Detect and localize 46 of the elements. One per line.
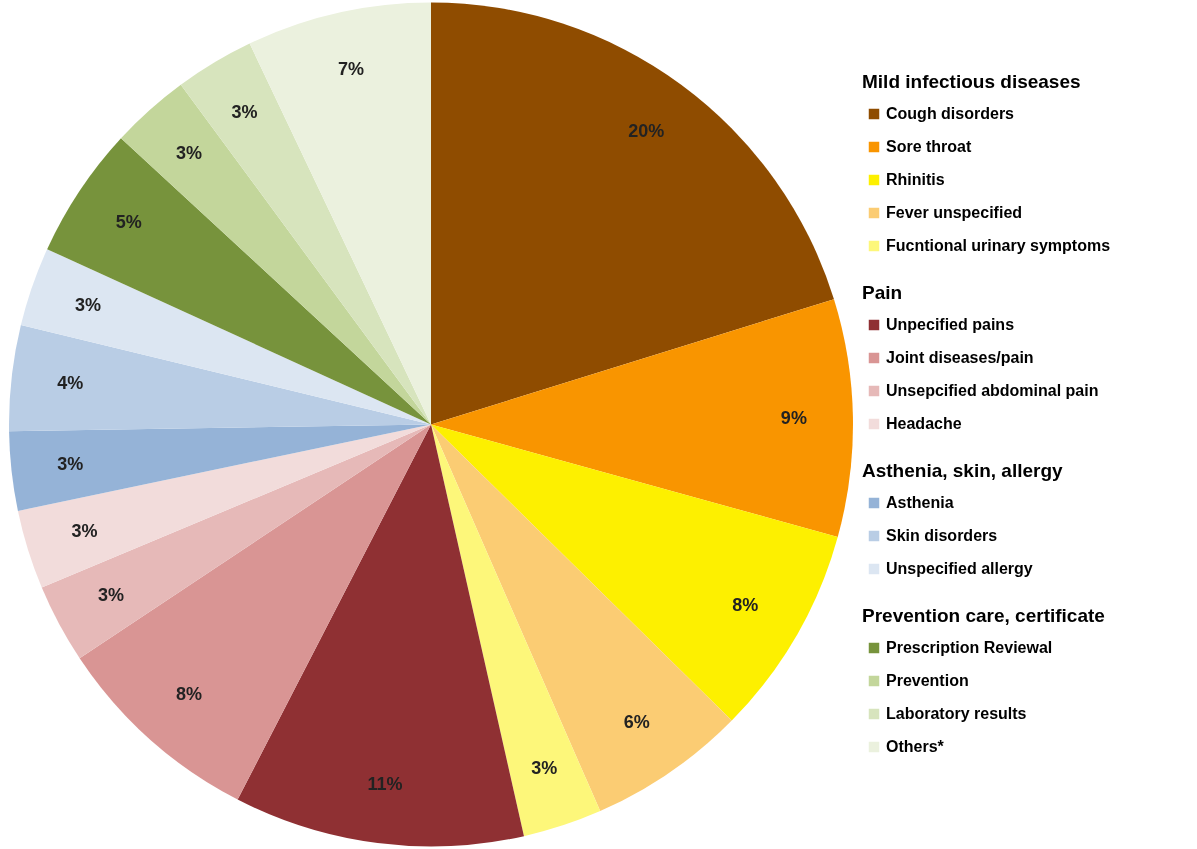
legend-label: Unpecified pains xyxy=(886,316,1015,333)
data-label: 3% xyxy=(57,453,84,474)
data-label: 3% xyxy=(98,584,125,605)
legend-label: Rhinitis xyxy=(886,171,945,188)
data-label: 5% xyxy=(115,212,142,233)
pie-slice xyxy=(431,299,853,537)
legend-label: Unsepcified abdominal pain xyxy=(886,382,1099,399)
data-label: 3% xyxy=(176,143,203,164)
legend-label: Headache xyxy=(886,415,962,432)
legend-label: Prevention xyxy=(886,672,969,689)
data-label: 7% xyxy=(338,59,365,80)
pie-slice xyxy=(431,424,732,812)
data-label: 11% xyxy=(367,773,403,794)
legend-label: Cough disorders xyxy=(886,105,1015,122)
data-label: 8% xyxy=(176,683,203,704)
text: Pain xyxy=(862,282,903,303)
data-label: 3% xyxy=(71,521,98,542)
text: Mild infectious diseases xyxy=(862,71,1081,92)
data-label: 3% xyxy=(231,102,258,123)
data-label: 20% xyxy=(628,121,665,142)
legend-label: Fever unspecified xyxy=(886,204,1023,221)
pie-slice xyxy=(237,424,524,847)
text: Asthenia, skin, allergy xyxy=(862,460,1064,481)
data-label: 4% xyxy=(57,373,84,394)
data-label: 6% xyxy=(623,712,650,733)
legend-label: Joint diseases/pain xyxy=(886,349,1034,366)
legend-label: Skin disorders xyxy=(886,527,998,544)
legend-label: Others* xyxy=(886,738,945,755)
legend-label: Unspecified allergy xyxy=(886,560,1033,577)
pie-slice xyxy=(431,2,834,425)
legend-label: Laboratory results xyxy=(886,705,1027,722)
pie-slice xyxy=(9,325,431,432)
legend-label: Prescription Reviewal xyxy=(886,639,1053,656)
pie-slice xyxy=(47,138,431,425)
text: Prevention care, certificate xyxy=(862,605,1105,626)
pie-slice xyxy=(17,424,431,588)
data-label: 3% xyxy=(531,758,558,779)
data-label: 3% xyxy=(75,294,102,315)
legend-label: Asthenia xyxy=(886,494,954,511)
pie-slice xyxy=(431,424,601,837)
data-label: 9% xyxy=(780,407,807,428)
pie-slice xyxy=(20,249,431,425)
legend-label: Sore throat xyxy=(886,138,973,155)
data-label: 8% xyxy=(732,594,759,615)
legend-label: Fucntional urinary symptoms xyxy=(886,237,1111,254)
pie-slice xyxy=(41,424,431,659)
